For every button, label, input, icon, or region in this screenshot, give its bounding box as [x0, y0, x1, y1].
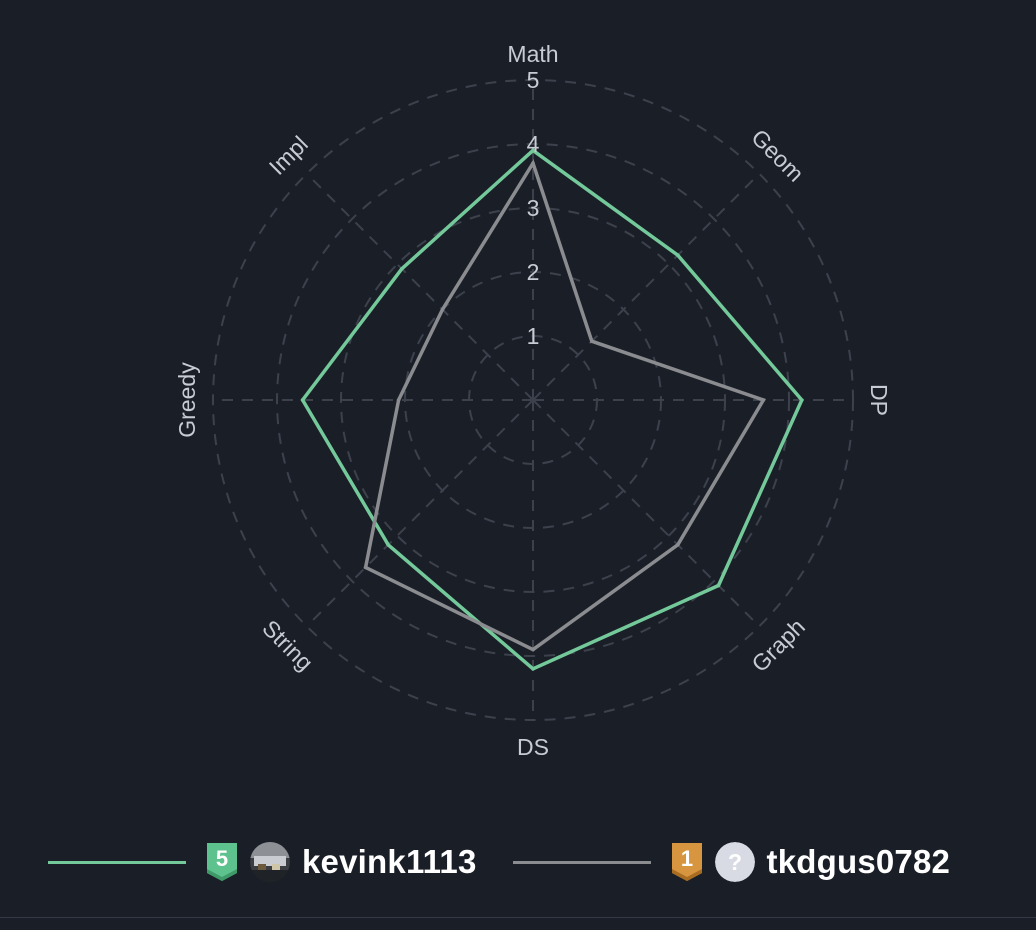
- legend-entry-kevink1113[interactable]: 5 kevink1113: [48, 842, 477, 882]
- grid-spoke-graph: [532, 399, 761, 628]
- tier-number: 1: [680, 846, 692, 871]
- axis-label-impl: Impl: [264, 131, 313, 180]
- tick-label-1: 1: [527, 323, 540, 349]
- legend-username: tkdgus0782: [766, 843, 951, 880]
- axis-label-string: String: [257, 615, 318, 676]
- tick-label-4: 4: [527, 131, 540, 157]
- unknown-user-avatar-icon: ?: [714, 842, 755, 882]
- data-point-kevink1113-dp: [800, 398, 804, 402]
- legend-username: kevink1113: [302, 843, 477, 880]
- data-point-tkdgus0782-dp: [761, 398, 766, 402]
- avatar-glyph: ?: [727, 849, 741, 875]
- data-point-tkdgus0782-geom: [590, 339, 594, 344]
- data-point-tkdgus0782-string: [363, 565, 368, 570]
- legend-line-tkdgus0782: [512, 860, 651, 864]
- tick-label-2: 2: [527, 259, 540, 285]
- data-point-tkdgus0782-math: [531, 161, 535, 165]
- legend-line-kevink1113: [48, 860, 186, 864]
- axis-label-dp: DP: [866, 384, 892, 416]
- data-point-tkdgus0782-ds: [531, 647, 535, 652]
- data-point-tkdgus0782-graph: [676, 543, 680, 547]
- grid-spoke-impl: [305, 172, 534, 401]
- user-avatar-photo-icon: [250, 842, 290, 882]
- data-point-kevink1113-math: [531, 148, 535, 153]
- legend-entry-tkdgus0782[interactable]: 1 ? tkdgus0782: [512, 842, 951, 882]
- data-point-kevink1113-string: [386, 543, 391, 547]
- axis-label-greedy: Greedy: [174, 362, 200, 438]
- grid-spoke-string: [305, 399, 534, 628]
- tick-label-3: 3: [527, 195, 540, 221]
- grid-spoke-geom: [532, 172, 761, 401]
- tier-number: 5: [216, 846, 228, 871]
- data-point-tkdgus0782-impl: [440, 307, 445, 312]
- chart-legend: 5 kevink1113 1 ? t: [48, 838, 950, 886]
- data-point-tkdgus0782-greedy: [396, 398, 401, 402]
- data-point-kevink1113-ds: [531, 667, 535, 671]
- divider: [0, 917, 1036, 918]
- data-point-kevink1113-graph: [716, 583, 721, 588]
- radar-series: [300, 148, 804, 671]
- data-point-kevink1113-impl: [400, 267, 404, 271]
- axis-label-graph: Graph: [746, 613, 810, 677]
- grid-ring-5: [212, 79, 854, 721]
- radar-chart: Math Geom DP Graph DS String Greedy Impl 1 2 3 4 5: [174, 41, 892, 760]
- axis-label-geom: Geom: [746, 124, 809, 187]
- grid-ring-4: [276, 143, 790, 657]
- radar-tick-labels: 1 2 3 4 5: [527, 67, 540, 349]
- data-point-kevink1113-geom: [676, 253, 680, 257]
- tier-shield-icon: 5: [207, 843, 237, 881]
- grid-ring-3: [340, 207, 726, 593]
- tier-shield-icon: 1: [671, 843, 702, 881]
- radar-grid: [212, 79, 854, 721]
- data-point-kevink1113-greedy: [300, 398, 305, 402]
- axis-label-math: Math: [507, 41, 558, 67]
- axis-label-ds: DS: [517, 734, 549, 760]
- tick-label-5: 5: [527, 67, 540, 93]
